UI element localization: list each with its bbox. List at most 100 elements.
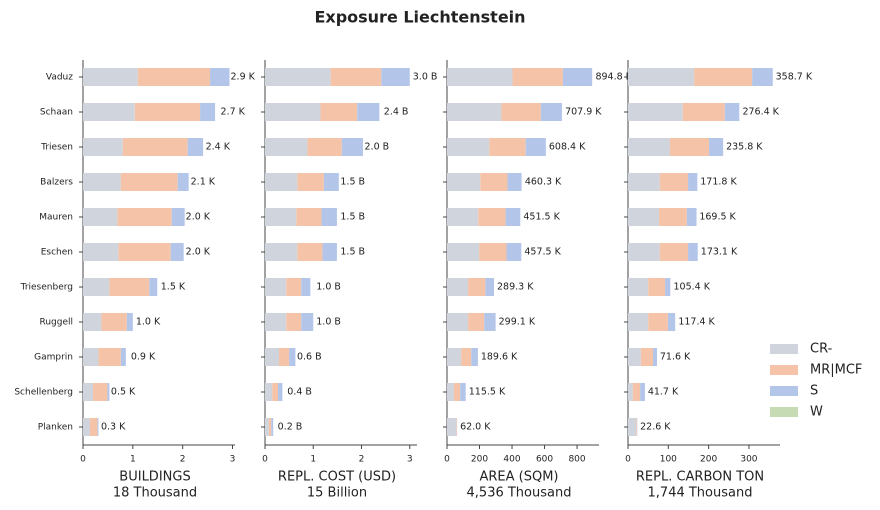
bar-segment [447,173,481,191]
bar-segment [83,243,119,261]
total-label: 608.4 K [549,142,586,153]
bar-segment [83,418,90,436]
x-axis-note: 1,744 Thousand [648,486,753,501]
total-label: 173.1 K [701,247,738,258]
bar-segment [272,383,279,401]
total-label: 0.3 K [101,422,126,433]
bar-segment [686,208,697,226]
bar-segment [265,278,287,296]
bar-segment [447,208,479,226]
total-label: 1.5 K [161,282,186,293]
bar-segment [109,278,150,296]
x-tick-label: 800 [568,455,585,465]
bar-segment [357,103,380,121]
bar-segment [170,243,184,261]
x-axis-label: REPL. COST (USD) [278,470,396,485]
total-label: 189.6 K [481,352,518,363]
x-tick-label: 600 [536,455,553,465]
x-tick-label: 0 [262,455,268,465]
bar-segment [265,173,298,191]
chart-title: Exposure Liechtenstein [314,8,525,27]
bar-segment [471,348,478,366]
bar-segment [301,278,311,296]
legend-label: S [810,384,818,399]
bar-segment [507,173,522,191]
total-label: 2.4 K [206,142,231,153]
bar-segment [640,383,645,401]
bar-segment [628,208,660,226]
bar-segment [659,173,689,191]
y-tick-label: Eschen [41,248,73,258]
legend-swatch [770,365,798,375]
bar-segment [265,68,331,86]
total-label: 894.8 K [595,72,632,83]
bar-segment [562,68,593,86]
total-label: 457.5 K [524,247,561,258]
bar-segment [330,68,382,86]
bar-segment [83,208,118,226]
x-tick-label: 2 [359,455,365,465]
bar-segment [688,173,698,191]
bar-segment [489,138,526,156]
x-axis-label: BUILDINGS [119,470,190,485]
bar-segment [278,383,283,401]
bar-segment [265,418,269,436]
bar-segment [447,313,469,331]
bar-segment [89,418,98,436]
bar-segment [268,418,272,436]
bar-segment [694,68,753,86]
bar-segment [525,138,546,156]
total-label: 2.7 K [221,107,246,118]
bar-segment [341,138,363,156]
bar-segment [648,278,666,296]
bar-segment [478,208,506,226]
bar-segment [149,278,158,296]
bar-segment [320,103,358,121]
bar-segment [265,208,297,226]
total-label: 299.1 K [499,317,536,328]
total-label: 0.2 B [278,422,303,433]
bar-segment [447,278,469,296]
bar-segment [83,173,121,191]
bar-segment [307,138,342,156]
total-label: 1.5 B [340,177,365,188]
bar-segment [628,68,695,86]
bar-segment [200,103,216,121]
bar-segment [456,418,457,436]
total-label: 2.9 K [231,72,256,83]
bar-segment [505,208,521,226]
x-tick-label: 100 [660,455,677,465]
bar-segment [632,383,641,401]
bar-segment [101,313,127,331]
total-label: 1.0 K [136,317,161,328]
bar-segment [506,243,522,261]
bar-segment [107,383,110,401]
total-label: 1.0 B [316,282,341,293]
total-label: 289.3 K [497,282,534,293]
bar-segment [461,348,472,366]
total-label: 1.0 B [316,317,341,328]
bar-segment [628,313,649,331]
bar-segment [479,243,507,261]
bar-segment [752,68,773,86]
bar-segment [97,418,99,436]
total-label: 41.7 K [648,387,679,398]
bar-segment [297,173,324,191]
x-axis-note: 15 Billion [307,486,367,501]
bar-segment [665,278,671,296]
total-label: 460.3 K [525,177,562,188]
total-label: 451.5 K [523,212,560,223]
total-label: 276.4 K [742,107,779,118]
y-tick-label: Planken [38,423,73,433]
bar-segment [323,173,339,191]
bar-segment [98,348,121,366]
y-tick-label: Triesen [40,143,73,153]
x-axis-label: AREA (SQM) [479,470,558,485]
bar-segment [447,68,513,86]
legend-swatch [770,344,798,354]
bar-segment [289,348,296,366]
bar-segment [126,313,133,331]
bar-segment [187,138,204,156]
y-tick-label: Triesenberg [20,283,73,293]
bar-segment [640,348,653,366]
